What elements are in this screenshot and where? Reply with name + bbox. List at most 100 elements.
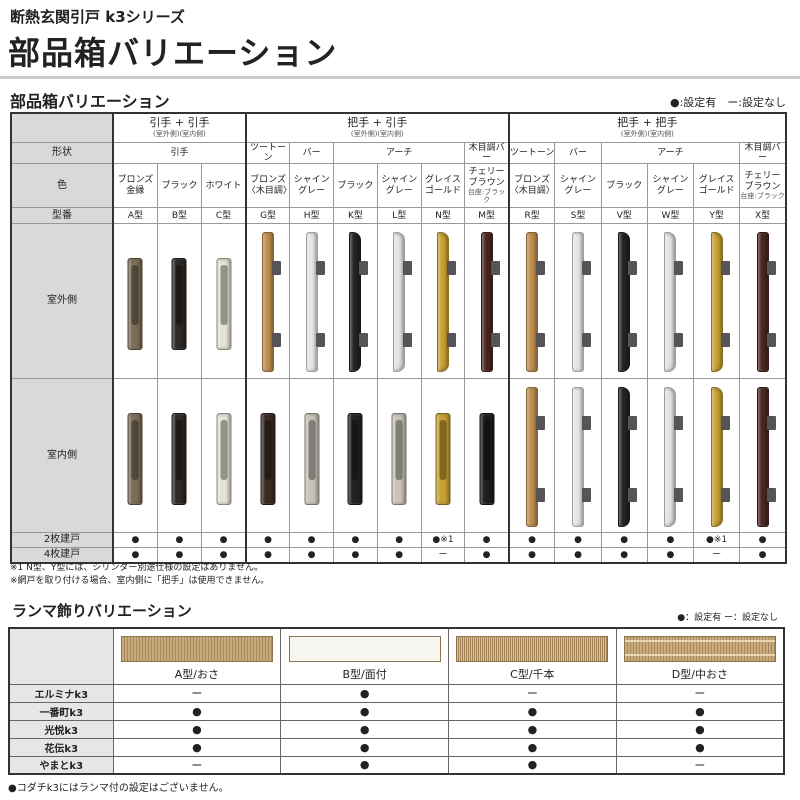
mount-block: [628, 415, 638, 430]
availability-two-panel: ●: [507, 532, 556, 549]
color-cell: チェリー ブラウン 台座:ブラック: [739, 163, 787, 209]
row-label-two-panel: 2枚建戸: [10, 532, 114, 549]
color-cell: チェリー ブラウン 台座:ブラック: [464, 163, 510, 209]
outer-image-cell: [244, 223, 291, 380]
color-cell: シャイン グレー: [289, 163, 334, 209]
mount-block: [490, 261, 500, 276]
color-note: 台座:ブラック: [467, 187, 506, 205]
availability-two-panel: ●: [111, 532, 158, 549]
availability-four-panel: ー: [692, 547, 741, 564]
ranma-note: ●コダチk3にはランマ付の設定はございません。: [8, 783, 229, 794]
arch-bar-handle: [618, 386, 638, 527]
color-name: ブラック: [337, 180, 374, 191]
color-name: チェリー ブラウン: [468, 167, 505, 188]
pull-recess: [439, 419, 447, 480]
mount-block: [720, 415, 730, 430]
mount-block: [720, 261, 730, 276]
ranma-panel-image: [623, 636, 776, 663]
model-cell: H型: [289, 207, 334, 225]
color-name: グレイス ゴールド: [698, 175, 735, 196]
recessed-pull-handle: [479, 412, 495, 505]
mount-block: [628, 487, 638, 502]
model-cell: B型: [156, 207, 203, 225]
group-header: 引手 + 引手 (室外側)(室内側): [112, 112, 247, 143]
mount-block: [315, 333, 325, 348]
table-row: 一番町k3 ● ● ● ●: [8, 701, 785, 721]
model-cell: W型: [646, 207, 695, 225]
inner-image-cell: [739, 378, 787, 534]
recessed-pull-handle: [347, 412, 363, 505]
ranma-type-header: D型/中おさ: [615, 627, 785, 685]
mount-block: [315, 261, 325, 276]
outer-image-cell: [201, 223, 247, 380]
straight-bar-handle: [756, 232, 776, 373]
availability-four-panel: ●: [333, 547, 378, 564]
availability-two-panel: ●: [244, 532, 291, 549]
series-name: 光悦k3: [8, 719, 114, 739]
straight-bar-handle: [262, 232, 282, 373]
recessed-pull-handle: [304, 412, 320, 505]
availability-cell: ●: [112, 701, 282, 721]
model-cell: G型: [244, 207, 291, 225]
availability-cell: ●: [112, 737, 282, 757]
availability-two-panel: ●: [464, 532, 510, 549]
color-name: ホワイト: [205, 180, 242, 191]
ranma-type-header: A型/おさ: [112, 627, 282, 685]
straight-bar-handle: [526, 232, 546, 373]
availability-two-panel: ●: [376, 532, 422, 549]
pull-recess: [220, 265, 227, 326]
availability-cell: ●: [448, 755, 617, 775]
mount-block: [674, 333, 684, 348]
arch-bar-handle: [436, 232, 456, 373]
color-cell: ブロンズ 〈木目調〉: [244, 163, 292, 209]
pull-recess: [131, 419, 139, 480]
pull-recess: [308, 419, 316, 480]
model-cell: X型: [739, 207, 787, 225]
inner-image-cell: [333, 378, 378, 534]
inner-image-cell: [201, 378, 247, 534]
legend-ranma: ●：設定有 ー：設定なし: [677, 613, 778, 623]
legend: ●:設定有 ー:設定なし: [669, 96, 786, 109]
availability-two-panel: ●: [156, 532, 203, 549]
series-name: エルミナk3: [8, 683, 114, 703]
color-name: ブロンズ 〈木目調〉: [509, 175, 555, 196]
arch-bar-handle: [664, 232, 684, 373]
ranma-panel-image: [120, 636, 273, 663]
mount-block: [628, 261, 638, 276]
arch-bar-handle: [618, 232, 638, 373]
series-name: やまとk3: [8, 755, 114, 775]
availability-four-panel: ●: [111, 547, 158, 564]
straight-bar-handle: [526, 386, 546, 527]
row-label-shape: 形状: [10, 141, 114, 165]
group-title: 把手 + 引手: [347, 116, 408, 130]
ranma-type-label: A型/おさ: [174, 668, 219, 682]
color-cell: ブロンズ 金縁: [111, 163, 158, 209]
footnotes: ※1 N型、Y型には、シリンダー別途仕様の設定はありません。 ※網戸を取り付ける…: [10, 562, 269, 588]
availability-four-panel: ●: [244, 547, 291, 564]
inner-image-cell: [156, 378, 203, 534]
outer-image-cell: [739, 223, 787, 380]
color-cell: グレイス ゴールド: [420, 163, 466, 209]
group-subtitle: (室外側)(室内側): [152, 130, 206, 139]
availability-cell: ●: [280, 755, 449, 775]
outer-image-cell: [420, 223, 466, 380]
mount-block: [272, 261, 282, 276]
mount-block: [720, 487, 730, 502]
availability-cell: ー: [615, 755, 785, 775]
footnote: ※1 N型、Y型には、シリンダー別途仕様の設定はありません。: [10, 563, 264, 573]
group-header: 把手 + 引手 (室外側)(室内側): [244, 112, 510, 143]
inner-image-cell: [507, 378, 556, 534]
availability-two-panel: ●※1: [692, 532, 741, 549]
mount-block: [446, 333, 456, 348]
shape-cell: 木目調バー: [739, 141, 787, 165]
table-row: 花伝k3 ● ● ● ●: [8, 737, 785, 757]
color-name: シャイン グレー: [652, 175, 689, 196]
availability-two-panel: ●: [646, 532, 695, 549]
recessed-pull-handle: [435, 412, 451, 505]
color-name: シャイン グレー: [293, 175, 330, 196]
mount-block: [582, 415, 592, 430]
outer-image-cell: [289, 223, 334, 380]
availability-two-panel: ●: [201, 532, 247, 549]
straight-bar-handle: [572, 386, 592, 527]
row-label-inner: 室内側: [10, 378, 114, 534]
